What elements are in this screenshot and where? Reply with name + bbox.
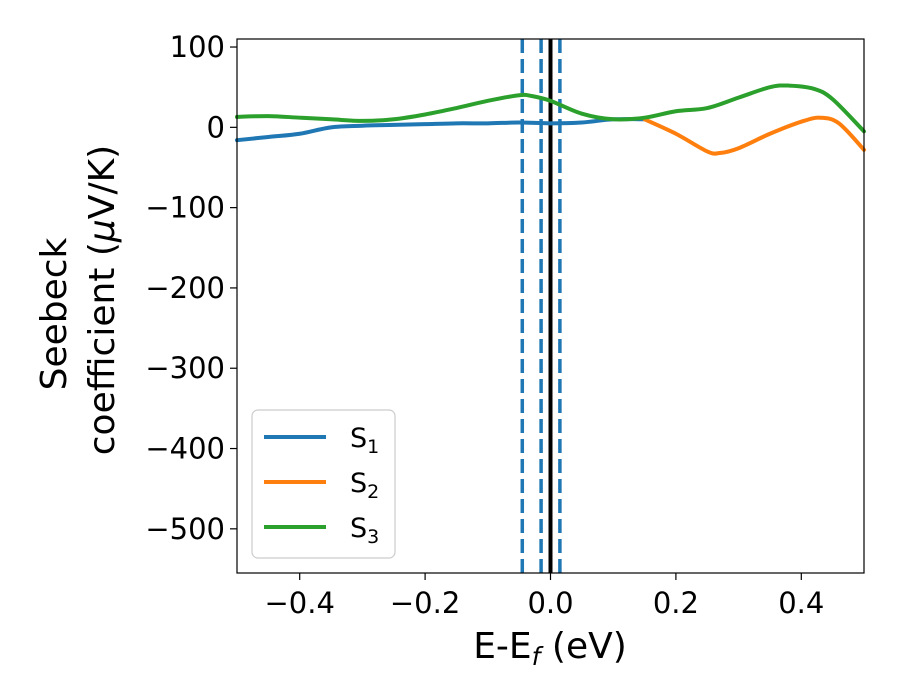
y-tick-label: 100 bbox=[170, 30, 225, 64]
series-line-s2 bbox=[642, 115, 866, 156]
y-tick-label: 0 bbox=[207, 110, 225, 144]
y-tick-label: −300 bbox=[145, 351, 225, 385]
axis-tick-labels: −0.4 −0.2 0.0 0.2 0.4 100 0 −100 −200 −300 −400 −50… bbox=[145, 30, 824, 620]
y-axis-label-line2: coefficient (μV/K) bbox=[82, 145, 123, 455]
x-axis-label: E-Ef (eV) bbox=[473, 626, 627, 671]
series-line-s1 bbox=[235, 117, 647, 143]
reference-lines bbox=[520, 39, 562, 573]
x-tick-label: −0.4 bbox=[264, 586, 334, 620]
x-tick-label: −0.2 bbox=[390, 586, 460, 620]
y-tick-label: −400 bbox=[145, 432, 225, 466]
x-tick-label: 0.4 bbox=[778, 586, 824, 620]
axis-ticks bbox=[230, 46, 802, 580]
legend-label-s1: S1 bbox=[350, 423, 379, 458]
plot-frame bbox=[236, 38, 865, 574]
x-tick-label: 0.2 bbox=[653, 586, 699, 620]
series-line-s3 bbox=[235, 83, 866, 134]
legend-label-s2: S2 bbox=[350, 468, 379, 503]
y-tick-label: −100 bbox=[145, 191, 225, 225]
legend-entries: S1 S2 S3 bbox=[264, 423, 379, 548]
legend-label-s3: S3 bbox=[350, 513, 379, 548]
data-series bbox=[235, 83, 866, 156]
x-tick-label: 0.0 bbox=[527, 586, 573, 620]
y-axis-label-line1: Seebeck bbox=[34, 237, 75, 390]
y-tick-label: −500 bbox=[145, 512, 225, 546]
y-tick-label: −200 bbox=[145, 271, 225, 305]
legend: S1 S2 S3 bbox=[251, 409, 396, 559]
